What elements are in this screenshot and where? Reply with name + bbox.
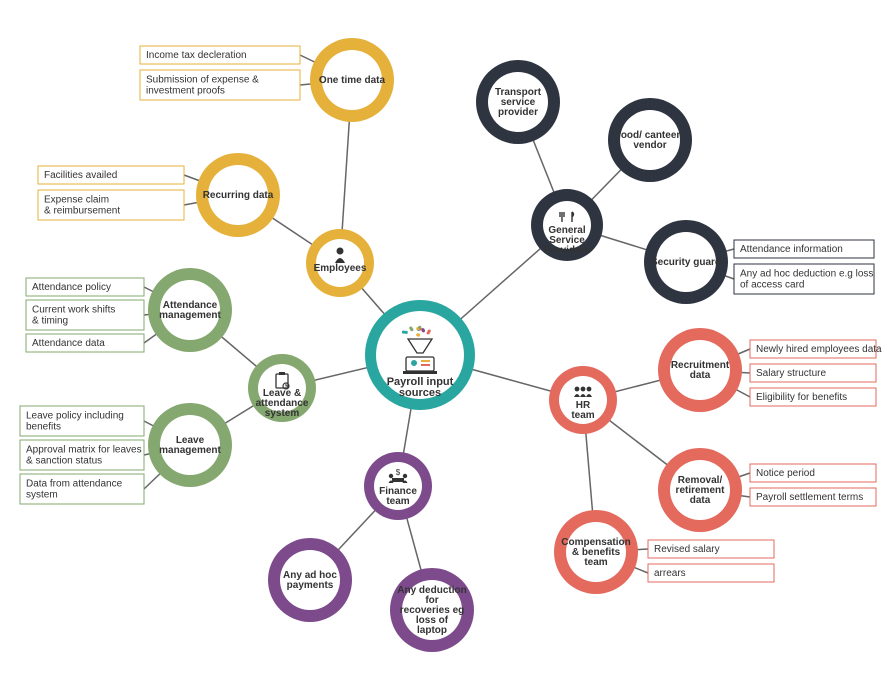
svg-text:arrears: arrears xyxy=(654,568,686,579)
detail-box: Income tax decleration xyxy=(140,46,300,64)
detail-box: Any ad hoc deduction e.g lossof access c… xyxy=(734,264,874,294)
node-security: Security guard xyxy=(644,220,728,304)
svg-text:Employees: Employees xyxy=(314,263,367,274)
svg-text:Security guard: Security guard xyxy=(651,257,721,268)
node-transport: Transportserviceprovider xyxy=(476,60,560,144)
detail-box: Revised salary xyxy=(648,540,774,558)
svg-text:Facilities availed: Facilities availed xyxy=(44,170,117,181)
detail-box: Expense claim& reimbursement xyxy=(38,190,184,220)
branch-finance: $Financeteam Any ad hocpayments Any deduct… xyxy=(268,452,474,652)
detail-box: Attendance information xyxy=(734,240,874,258)
detail-box: Newly hired employees data xyxy=(750,340,882,358)
detail-box: arrears xyxy=(648,564,774,582)
svg-text:Any ad hocpayments: Any ad hocpayments xyxy=(283,570,337,591)
node-finance: $Financeteam xyxy=(364,452,432,520)
branch-gsp: GeneralServiceProviders Transportservicep… xyxy=(476,60,874,304)
node-att-mgmt: Attendancemanagement xyxy=(148,268,232,352)
detail-box: Attendance data xyxy=(26,334,144,352)
node-leave: Leave &attendancesystem xyxy=(248,354,316,422)
detail-box: Payroll settlement terms xyxy=(750,488,876,506)
detail-box: Attendance policy xyxy=(26,278,144,296)
detail-box: Salary structure xyxy=(750,364,876,382)
svg-text:Revised salary: Revised salary xyxy=(654,544,720,555)
svg-text:Income tax decleration: Income tax decleration xyxy=(146,50,247,61)
svg-text:One time data: One time data xyxy=(319,75,386,86)
svg-text:Notice period: Notice period xyxy=(756,468,815,479)
branch-leave: Leave &attendancesystem Attendancemanagem… xyxy=(20,268,316,504)
node-employees: Employees xyxy=(306,229,374,297)
svg-text:Eligibility for benefits: Eligibility for benefits xyxy=(756,392,847,403)
detail-box: Approval matrix for leaves& sanction sta… xyxy=(20,440,144,470)
node-comp: Compensation& benefitsteam xyxy=(554,510,638,594)
svg-text:Recurring data: Recurring data xyxy=(203,190,274,201)
payroll-input-sources-diagram: Payroll inputsources Employees Recurring d… xyxy=(0,0,887,680)
svg-text:Payroll settlement terms: Payroll settlement terms xyxy=(756,492,863,503)
svg-text:Expense claim& reimbursement: Expense claim& reimbursement xyxy=(44,194,120,216)
detail-box: Facilities availed xyxy=(38,166,184,184)
node-adhoc: Any ad hocpayments xyxy=(268,538,352,622)
node-removal: Removal/retirementdata xyxy=(658,448,742,532)
node-recurring: Recurring data xyxy=(196,153,280,237)
svg-text:Attendance data: Attendance data xyxy=(32,338,105,349)
detail-box: Submission of expense &investment proofs xyxy=(140,70,300,100)
node-leave-mgmt: Leavemanagement xyxy=(148,403,232,487)
svg-text:Salary structure: Salary structure xyxy=(756,368,826,379)
node-hr: HRteam xyxy=(549,366,617,434)
center-node: Payroll inputsources xyxy=(365,300,475,410)
detail-box: Eligibility for benefits xyxy=(750,388,876,406)
node-food: food/ canteenvendor xyxy=(608,98,692,182)
svg-text:Attendance policy: Attendance policy xyxy=(32,282,111,293)
branch-hr: HRteam Recruitmentdata Newly hired employe… xyxy=(549,328,882,594)
svg-text:Transportserviceprovider: Transportserviceprovider xyxy=(495,87,542,118)
detail-box: Data from attendancesystem xyxy=(20,474,144,504)
node-onetime: One time data xyxy=(310,38,394,122)
svg-text:$: $ xyxy=(396,468,401,477)
detail-box: Current work shifts& timing xyxy=(26,300,144,330)
node-gsp: GeneralServiceProviders xyxy=(531,189,603,261)
branch-employees: Employees Recurring data Facilities availe… xyxy=(38,38,394,297)
node-recruitment: Recruitmentdata xyxy=(658,328,742,412)
detail-box: Notice period xyxy=(750,464,876,482)
node-deduction: Any deductionforrecoveries egloss oflapt… xyxy=(390,568,474,652)
svg-text:Attendance information: Attendance information xyxy=(740,244,843,255)
svg-text:Attendancemanagement: Attendancemanagement xyxy=(159,300,221,321)
detail-box: Leave policy includingbenefits xyxy=(20,406,144,436)
svg-text:GeneralServiceProviders: GeneralServiceProviders xyxy=(544,225,591,256)
svg-text:Newly hired employees data: Newly hired employees data xyxy=(756,344,882,355)
